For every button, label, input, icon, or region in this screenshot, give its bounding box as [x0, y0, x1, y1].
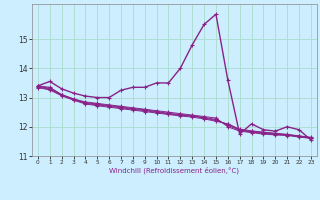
X-axis label: Windchill (Refroidissement éolien,°C): Windchill (Refroidissement éolien,°C)	[109, 167, 239, 174]
